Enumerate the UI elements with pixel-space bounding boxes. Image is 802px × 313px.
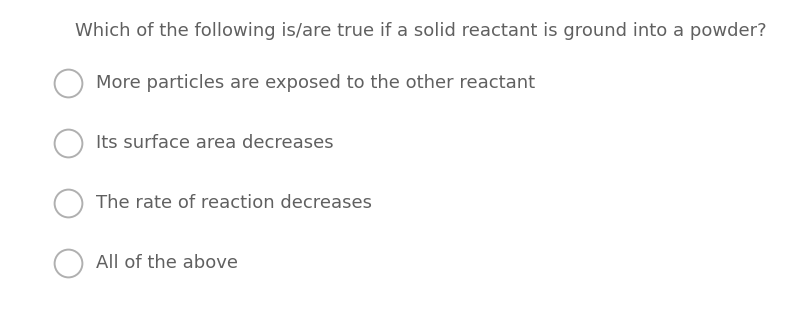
Text: More particles are exposed to the other reactant: More particles are exposed to the other … bbox=[96, 74, 535, 92]
Text: Which of the following is/are true if a solid reactant is ground into a powder?: Which of the following is/are true if a … bbox=[75, 22, 767, 40]
Text: Its surface area decreases: Its surface area decreases bbox=[96, 134, 334, 152]
Text: The rate of reaction decreases: The rate of reaction decreases bbox=[96, 194, 372, 212]
Text: All of the above: All of the above bbox=[96, 254, 238, 272]
